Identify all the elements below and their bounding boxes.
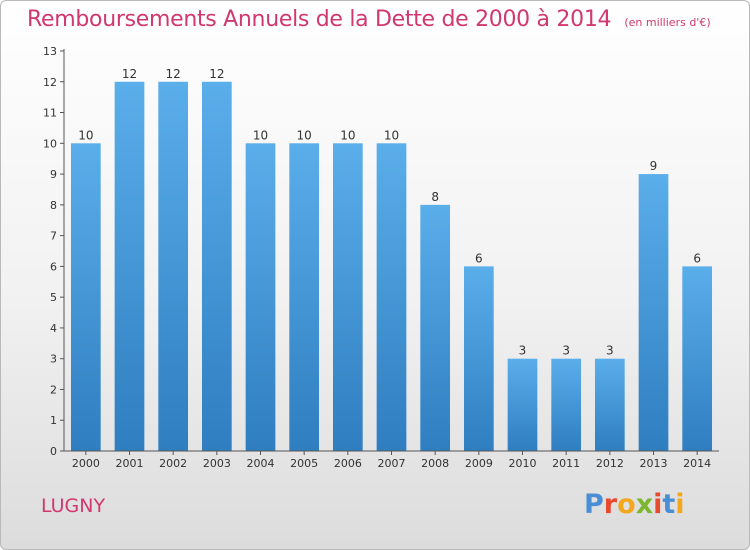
bar-value-label: 12 [166, 67, 181, 81]
logo-letter: i [675, 489, 685, 520]
bar-2011[interactable] [551, 358, 582, 451]
bar-value-label: 10 [384, 128, 399, 142]
x-tick-label: 2002 [159, 457, 187, 470]
y-tick-label: 8 [50, 199, 57, 212]
y-tick-label: 3 [50, 353, 57, 366]
bars: 10 12 12 12 10 10 10 10 8 6 3 3 3 9 6 [70, 67, 713, 452]
y-tick-label: 2 [50, 383, 57, 396]
bar-value-label: 3 [562, 344, 570, 358]
y-tick-label: 7 [50, 230, 57, 243]
logo-letter: i [653, 489, 663, 520]
logo-letter: o [617, 489, 636, 520]
y-tick-label: 12 [43, 76, 57, 89]
bar-2010[interactable] [507, 358, 538, 451]
x-tick-label: 2012 [596, 457, 624, 470]
commune-name: LUGNY [41, 495, 106, 517]
bar-value-label: 10 [253, 128, 268, 142]
x-tick-label: 2004 [247, 457, 275, 470]
bar-value-label: 12 [122, 67, 137, 81]
y-tick-label: 1 [50, 414, 57, 427]
bar-value-label: 3 [606, 344, 614, 358]
bar-2009[interactable] [463, 266, 494, 451]
bar-value-label: 9 [650, 159, 658, 173]
bar-value-label: 8 [431, 190, 439, 204]
y-tick-label: 6 [50, 260, 57, 273]
bar-2001[interactable] [114, 81, 145, 452]
x-tick-label: 2009 [465, 457, 493, 470]
logo-letter: t [662, 489, 676, 520]
x-tick-label: 2013 [640, 457, 668, 470]
x-tick-label: 2005 [290, 457, 318, 470]
y-tick-label: 5 [50, 291, 57, 304]
bar-value-label: 3 [519, 344, 527, 358]
bar-2002[interactable] [158, 81, 189, 452]
chart-subtitle: (en milliers d'€) [624, 16, 711, 29]
y-tick-label: 9 [50, 168, 57, 181]
x-tick-label: 2000 [72, 457, 100, 470]
y-tick-label: 13 [43, 45, 57, 58]
bar-2012[interactable] [594, 358, 625, 451]
bar-value-label: 10 [78, 128, 93, 142]
x-tick-label: 2008 [421, 457, 449, 470]
x-tick-label: 2014 [683, 457, 711, 470]
proxiti-logo[interactable]: Proxiti [584, 489, 685, 520]
x-tick-label: 2001 [116, 457, 144, 470]
chart-title: Remboursements Annuels de la Dette de 20… [27, 7, 612, 32]
bar-value-label: 12 [209, 67, 224, 81]
bar-value-label: 10 [340, 128, 355, 142]
bar-2000[interactable] [70, 143, 101, 452]
bar-value-label: 10 [297, 128, 312, 142]
logo-letter: P [584, 489, 604, 520]
x-tick-label: 2011 [552, 457, 580, 470]
y-tick-label: 4 [50, 322, 57, 335]
bar-2008[interactable] [420, 204, 451, 451]
bar-2006[interactable] [332, 143, 363, 452]
y-tick-label: 10 [43, 137, 57, 150]
bar-2014[interactable] [682, 266, 713, 451]
bar-2005[interactable] [289, 143, 320, 452]
title-row: Remboursements Annuels de la Dette de 20… [27, 7, 711, 32]
logo-letter: r [603, 489, 618, 520]
bar-value-label: 6 [475, 251, 483, 265]
x-tick-label: 2003 [203, 457, 231, 470]
bar-2003[interactable] [201, 81, 232, 452]
bar-value-label: 6 [693, 251, 701, 265]
bar-2004[interactable] [245, 143, 276, 452]
bar-2007[interactable] [376, 143, 407, 452]
x-tick-label: 2010 [509, 457, 537, 470]
y-tick-label: 0 [50, 445, 57, 458]
bar-2013[interactable] [638, 174, 669, 452]
x-axis: 2000 2001 2002 2003 2004 2005 2006 2007 2008 2009… [64, 450, 719, 470]
x-tick-label: 2007 [378, 457, 406, 470]
y-tick-label: 11 [43, 107, 57, 120]
logo-letter: x [635, 489, 654, 520]
x-tick-label: 2006 [334, 457, 362, 470]
